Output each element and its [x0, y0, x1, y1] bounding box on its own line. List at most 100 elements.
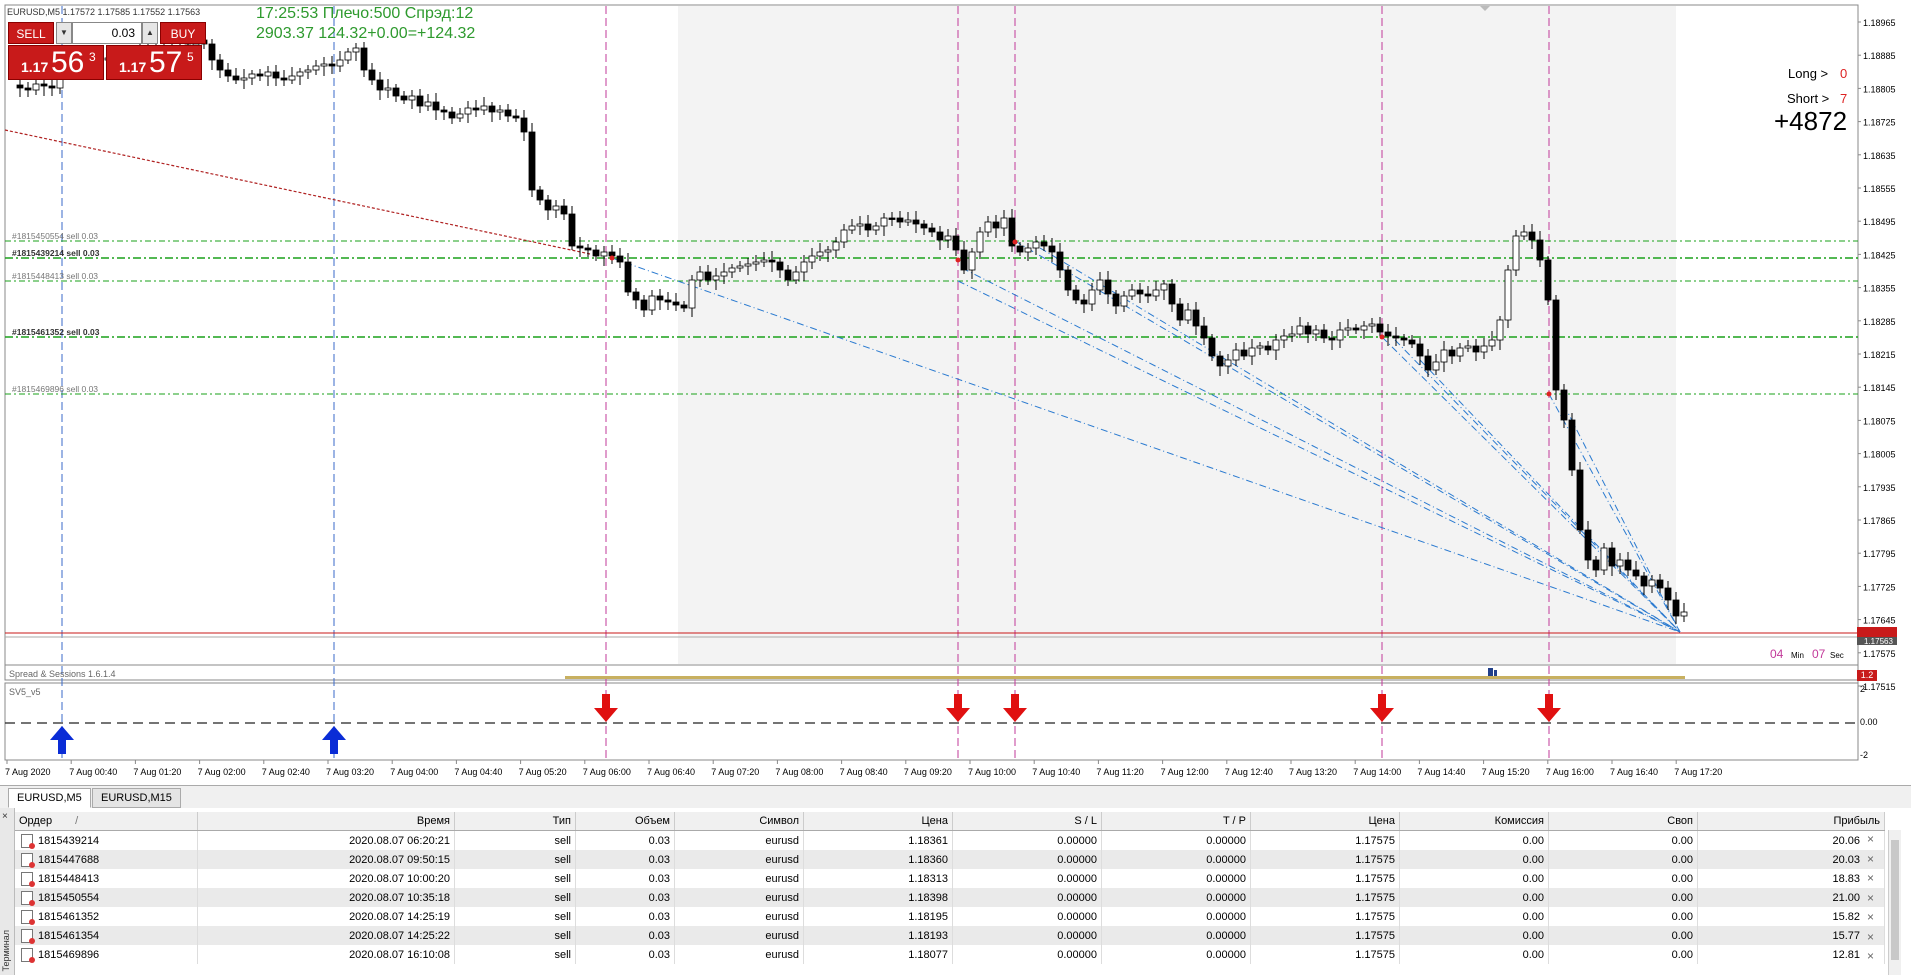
col-profit[interactable]: Прибыль — [1697, 812, 1885, 831]
candle-body — [1480, 345, 1488, 353]
order-cell: 0.00 — [1399, 850, 1549, 869]
order-cell: 0.00000 — [952, 888, 1102, 907]
col-current-price[interactable]: Цена — [1250, 812, 1400, 831]
order-cell: eurusd — [674, 830, 804, 850]
profit-trend-line — [961, 267, 1681, 633]
price-axis-label: 1.18075 — [1863, 416, 1896, 426]
current-price-tag-bg — [1857, 637, 1897, 645]
close-order-icon[interactable]: × — [1867, 929, 1875, 944]
candle-body — [880, 217, 888, 227]
lot-decrease-button[interactable]: ▼ — [56, 22, 72, 44]
scrollbar-thumb[interactable] — [1891, 840, 1899, 960]
one-click-trade-panel[interactable]: SELL ▼ 0.03 ▲ BUY 1.17 56 3 1.17 57 5 — [8, 22, 206, 80]
buy-button[interactable]: BUY — [160, 22, 206, 44]
table-row[interactable]: 1815469896 2020.08.07 16:10:08 sell 0.03 eur… — [15, 945, 1885, 964]
time-axis-label: 7 Aug 09:20 — [904, 767, 952, 777]
candle-body — [1056, 251, 1064, 271]
terminal-side-tab[interactable]: Терминал — [0, 808, 15, 975]
close-order-icon[interactable]: × — [1867, 832, 1875, 846]
close-order-icon[interactable]: × — [1867, 949, 1875, 963]
candle-body — [328, 63, 336, 67]
order-cell: 2020.08.07 06:20:21 — [197, 830, 455, 850]
sell-price-button[interactable]: 1.17 56 3 — [8, 45, 104, 80]
table-row[interactable]: 1815461354 2020.08.07 14:25:22 sell 0.03 eur… — [15, 926, 1885, 945]
order-cell: 1.18360 — [803, 850, 953, 869]
candle-body — [1376, 323, 1384, 333]
candle-body — [584, 247, 592, 251]
col-type[interactable]: Тип — [454, 812, 576, 831]
order-cell: 0.03 — [575, 907, 675, 926]
order-cell: 0.03 — [575, 830, 675, 850]
order-cell: 15.77 — [1697, 926, 1885, 945]
time-axis-label: 7 Aug 02:00 — [198, 767, 246, 777]
order-id-cell: 1815447688 — [15, 850, 198, 869]
order-cell: 0.00 — [1399, 926, 1549, 945]
candle-body — [952, 235, 960, 251]
order-cell: 21.00 — [1697, 888, 1885, 907]
buy-price-small: 1.17 — [119, 59, 147, 75]
close-order-icon[interactable]: × — [1867, 851, 1875, 866]
col-volume[interactable]: Объем — [575, 812, 675, 831]
col-sl[interactable]: S / L — [952, 812, 1102, 831]
order-cell: 1.18313 — [803, 869, 953, 888]
price-axis-label: 1.18355 — [1863, 284, 1896, 294]
candle-body — [1192, 309, 1200, 327]
candle-body — [824, 249, 832, 253]
candle-body — [16, 84, 24, 89]
order-cell: 1.18398 — [803, 888, 953, 907]
price-chart[interactable]: 1.18965 1.18885 1.18805 1.18725 1.18635 1.185… — [0, 0, 1911, 785]
sell-button[interactable]: SELL — [8, 22, 54, 44]
buy-price-button[interactable]: 1.17 57 5 — [106, 45, 202, 80]
close-order-icon[interactable]: × — [1867, 890, 1875, 905]
candle-body — [1648, 579, 1656, 587]
col-order[interactable]: Ордер / — [15, 812, 198, 831]
candle-body — [1288, 333, 1296, 337]
candle-body — [936, 231, 944, 241]
tab-eurusd-m15[interactable]: EURUSD,M15 — [92, 788, 181, 808]
open-orders-table: Ордер / Время Тип Объем Символ Цена S / … — [15, 812, 1885, 964]
candle-body — [704, 271, 712, 281]
col-symbol[interactable]: Символ — [674, 812, 804, 831]
table-row[interactable]: 1815450554 2020.08.07 10:35:18 sell 0.03 eur… — [15, 888, 1885, 907]
candle-body — [992, 221, 1000, 229]
close-order-icon[interactable]: × — [1867, 871, 1875, 885]
lot-increase-button[interactable]: ▲ — [142, 22, 158, 44]
table-row[interactable]: 1815461352 2020.08.07 14:25:19 sell 0.03 eur… — [15, 907, 1885, 926]
order-cell: sell — [454, 869, 576, 888]
col-tp[interactable]: T / P — [1101, 812, 1251, 831]
tab-eurusd-m5[interactable]: EURUSD,M5 — [8, 788, 91, 808]
candle-body — [488, 105, 496, 113]
col-time[interactable]: Время — [197, 812, 455, 831]
close-order-icon[interactable]: × — [1867, 910, 1875, 924]
time-axis-label: 7 Aug 16:40 — [1610, 767, 1658, 777]
price-axis-label: 1.17515 — [1863, 682, 1896, 692]
candle-body — [1592, 559, 1600, 571]
candle-body — [1200, 325, 1208, 339]
order-cell: 0.00 — [1399, 830, 1549, 850]
candle-body — [208, 43, 216, 61]
candle-body — [1304, 325, 1312, 335]
terminal-panel: Терминал × Ордер / Время Тип Объем Симво… — [0, 808, 1911, 975]
table-row[interactable]: 1815439214 2020.08.07 06:20:21 sell 0.03 eur… — [15, 830, 1885, 850]
col-open-price[interactable]: Цена — [803, 812, 953, 831]
terminal-close-icon[interactable]: × — [2, 811, 8, 822]
candle-body — [640, 299, 648, 311]
table-row[interactable]: 1815447688 2020.08.07 09:50:15 sell 0.03 eur… — [15, 850, 1885, 869]
terminal-scrollbar[interactable] — [1888, 830, 1901, 975]
col-swap[interactable]: Своп — [1548, 812, 1698, 831]
col-commission[interactable]: Комиссия — [1399, 812, 1549, 831]
lot-size-input[interactable]: 0.03 — [72, 22, 142, 44]
candle-body — [248, 73, 256, 79]
timer-min-value: 04 — [1770, 647, 1784, 661]
chart-shift-marker-icon[interactable] — [1480, 6, 1490, 11]
chart-canvas[interactable]: 1.18965 1.18885 1.18805 1.18725 1.18635 1.185… — [0, 0, 1911, 785]
candle-body — [792, 271, 800, 281]
sell-price-small: 1.17 — [21, 59, 49, 75]
order-sell-icon — [21, 928, 35, 944]
table-row[interactable]: 1815448413 2020.08.07 10:00:20 sell 0.03 eur… — [15, 869, 1885, 888]
order-cell: 1.18077 — [803, 945, 953, 964]
candle-body — [288, 75, 296, 81]
candle-body — [864, 223, 872, 231]
candle-body — [832, 241, 840, 251]
time-axis-label: 7 Aug 03:20 — [326, 767, 374, 777]
